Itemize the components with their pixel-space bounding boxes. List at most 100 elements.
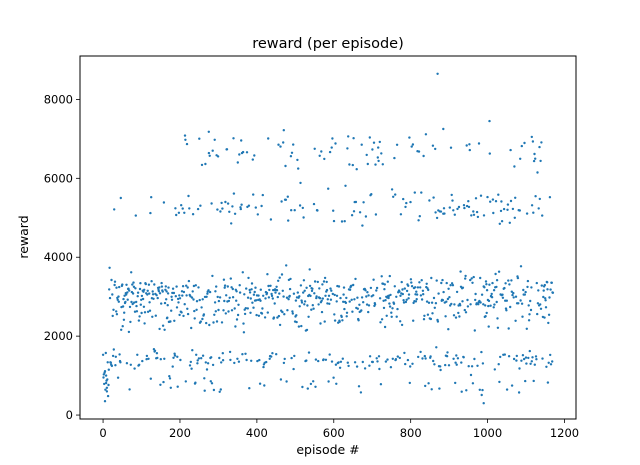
scatter-point bbox=[119, 361, 122, 364]
scatter-point bbox=[439, 368, 442, 372]
scatter-point bbox=[357, 385, 361, 388]
scatter-point bbox=[277, 314, 281, 318]
scatter-point bbox=[358, 303, 361, 306]
scatter-point bbox=[138, 315, 141, 318]
scatter-point bbox=[540, 284, 543, 287]
scatter-point bbox=[468, 148, 471, 152]
scatter-point bbox=[386, 358, 389, 361]
scatter-point bbox=[200, 306, 203, 309]
scatter-point bbox=[272, 316, 276, 319]
scatter-point bbox=[189, 295, 192, 298]
scatter-point bbox=[265, 291, 269, 295]
scatter-point bbox=[176, 385, 179, 388]
scatter-point bbox=[224, 200, 227, 204]
scatter-point bbox=[500, 220, 504, 223]
scatter-point bbox=[158, 292, 162, 295]
scatter-point bbox=[460, 361, 463, 364]
scatter-point bbox=[269, 218, 273, 221]
scatter-point bbox=[210, 382, 214, 385]
scatter-point bbox=[513, 165, 516, 168]
scatter-point bbox=[430, 388, 433, 391]
scatter-point bbox=[316, 280, 319, 284]
scatter-point bbox=[380, 275, 383, 278]
scatter-point bbox=[476, 215, 480, 219]
scatter-point bbox=[222, 309, 225, 312]
scatter-point bbox=[405, 201, 408, 205]
scatter-point bbox=[139, 282, 142, 285]
scatter-point bbox=[362, 301, 365, 304]
scatter-point bbox=[389, 366, 393, 369]
scatter-point bbox=[160, 281, 163, 285]
scatter-point bbox=[230, 286, 233, 289]
scatter-point bbox=[290, 356, 293, 360]
scatter-point bbox=[111, 354, 115, 358]
scatter-point bbox=[492, 289, 496, 292]
scatter-point bbox=[400, 323, 404, 327]
scatter-point bbox=[318, 287, 321, 290]
scatter-point bbox=[175, 285, 178, 288]
x-tick-label: 400 bbox=[246, 426, 268, 440]
y-tick-label: 2000 bbox=[44, 329, 73, 343]
scatter-point bbox=[116, 298, 119, 301]
scatter-point bbox=[502, 207, 506, 211]
scatter-point bbox=[114, 364, 117, 367]
scatter-point bbox=[174, 207, 177, 210]
scatter-point bbox=[375, 286, 379, 290]
scatter-point bbox=[128, 305, 132, 309]
scatter-point bbox=[546, 381, 550, 384]
scatter-point bbox=[505, 309, 508, 312]
scatter-point bbox=[241, 271, 244, 274]
scatter-point bbox=[243, 312, 247, 316]
scatter-point bbox=[395, 315, 398, 318]
scatter-point bbox=[323, 276, 327, 280]
scatter-point bbox=[121, 283, 124, 286]
scatter-point bbox=[353, 298, 356, 301]
scatter-point bbox=[281, 310, 284, 314]
scatter-point bbox=[547, 313, 551, 316]
scatter-point bbox=[231, 296, 235, 299]
scatter-point bbox=[396, 307, 399, 311]
scatter-point bbox=[540, 141, 543, 144]
scatter-point bbox=[479, 276, 482, 280]
scatter-point bbox=[193, 309, 196, 313]
scatter-point bbox=[254, 286, 257, 289]
scatter-point bbox=[171, 365, 174, 368]
scatter-point bbox=[151, 315, 154, 318]
scatter-point bbox=[527, 319, 531, 322]
scatter-point bbox=[263, 316, 267, 319]
scatter-point bbox=[194, 284, 197, 287]
scatter-point bbox=[364, 289, 367, 292]
scatter-point bbox=[442, 207, 446, 210]
scatter-point bbox=[322, 280, 326, 283]
scatter-point bbox=[414, 300, 418, 303]
scatter-point bbox=[531, 140, 535, 143]
scatter-point bbox=[178, 294, 181, 297]
scatter-point bbox=[256, 359, 259, 363]
scatter-point bbox=[200, 163, 204, 167]
scatter-point bbox=[267, 296, 271, 299]
scatter-point bbox=[520, 144, 523, 148]
scatter-point bbox=[342, 286, 346, 289]
scatter-point bbox=[445, 355, 449, 358]
scatter-point bbox=[144, 282, 147, 286]
scatter-point bbox=[303, 300, 307, 303]
scatter-point bbox=[490, 296, 494, 299]
x-tick-label: 1000 bbox=[473, 426, 502, 440]
scatter-point bbox=[200, 357, 203, 360]
scatter-point bbox=[228, 296, 231, 299]
scatter-point bbox=[186, 307, 189, 310]
scatter-point bbox=[390, 311, 393, 314]
scatter-point bbox=[507, 327, 510, 330]
scatter-point bbox=[498, 380, 501, 384]
scatter-point bbox=[198, 137, 201, 140]
scatter-point bbox=[220, 201, 223, 205]
scatter-point bbox=[346, 147, 349, 150]
scatter-point bbox=[268, 288, 271, 292]
scatter-point bbox=[177, 301, 180, 304]
scatter-point bbox=[175, 306, 179, 309]
scatter-point bbox=[256, 213, 259, 216]
scatter-point bbox=[392, 195, 395, 198]
scatter-point bbox=[266, 273, 269, 276]
scatter-point bbox=[472, 275, 475, 279]
scatter-point bbox=[497, 193, 500, 196]
